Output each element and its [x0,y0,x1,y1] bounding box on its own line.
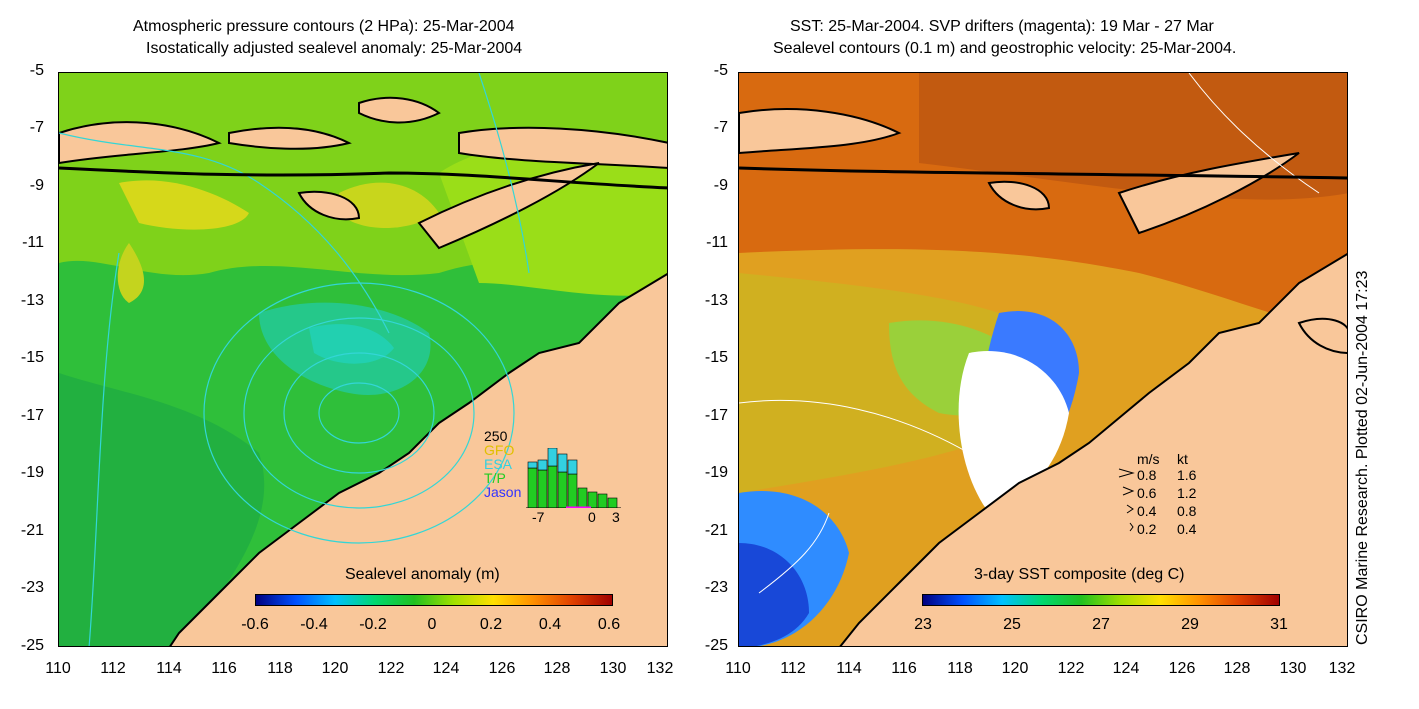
right-colorbar-label: 3-day SST composite (deg C) [974,566,1185,583]
histogram-legend-gfo: GFO [484,442,515,458]
right-y-tick: -9 [713,177,728,194]
right-cb-tick: 27 [1092,616,1110,633]
left-x-tick: 112 [100,660,126,677]
histogram-tick-max: 3 [612,509,620,525]
left-x-tick: 110 [45,660,71,677]
left-x-tick: 132 [646,660,674,677]
right-y-tick: -17 [704,407,728,424]
left-title-line1: Atmospheric pressure contours (2 HPa): 2… [133,18,515,35]
left-y-tick: -15 [20,349,44,366]
histogram-bars [527,448,618,508]
sealevel-anomaly-map: 250 GFO ESA T/P Jason [58,72,668,647]
left-y-tick: -7 [29,119,44,136]
left-x-tick: 122 [377,660,405,677]
right-x-tick: 116 [891,660,917,677]
right-colorbar [922,594,1280,606]
right-y-tick: -19 [704,464,728,481]
left-x-tick: 126 [488,660,516,677]
left-y-tick: -13 [20,292,44,309]
left-x-tick: 124 [432,660,460,677]
right-cb-tick: 29 [1181,616,1199,633]
left-x-tick: 130 [599,660,627,677]
right-x-tick: 130 [1279,660,1307,677]
velocity-legend-arrows [1118,468,1135,532]
right-x-tick: 126 [1168,660,1196,677]
left-y-tick: -19 [20,464,44,481]
left-y-tick: -9 [29,177,44,194]
right-y-tick: -21 [704,522,728,539]
right-title-line2: Sealevel contours (0.1 m) and geostrophi… [773,40,1237,57]
plot-credit: CSIRO Marine Research. Plotted 02-Jun-20… [1354,270,1371,645]
left-y-tick: -17 [20,407,44,424]
histogram-max-label: 250 [484,428,508,444]
right-x-tick: 132 [1328,660,1356,677]
right-x-tick: 120 [1001,660,1029,677]
histogram-legend-esa: ESA [484,456,513,472]
right-y-tick: -15 [704,349,728,366]
velocity-legend-row-kt: 0.4 [1177,521,1197,537]
left-x-tick: 128 [543,660,571,677]
left-x-tick: 114 [156,660,182,677]
histogram-legend-jason: Jason [484,484,522,500]
right-x-tick: 124 [1112,660,1140,677]
velocity-legend-row-ms: 0.4 [1137,503,1157,519]
left-colorbar [255,594,613,606]
velocity-legend-row-kt: 0.8 [1177,503,1197,519]
left-x-tick: 120 [321,660,349,677]
left-x-tick: 116 [211,660,237,677]
left-y-tick: -21 [20,522,44,539]
velocity-legend: m/s kt 0.8 1.6 0.6 1.2 0.4 0.8 0.2 0.4 [1117,451,1237,541]
right-cb-tick: 31 [1270,616,1288,633]
right-x-tick: 114 [836,660,862,677]
left-colorbar-label: Sealevel anomaly (m) [345,566,500,583]
right-y-tick: -25 [704,637,728,654]
left-y-tick: -23 [20,579,44,596]
left-cb-tick: 0.6 [597,616,621,633]
left-y-tick: -25 [20,637,44,654]
left-x-tick: 118 [267,660,293,677]
right-y-tick: -11 [706,234,728,251]
left-cb-tick: -0.2 [359,616,387,633]
right-x-tick: 128 [1223,660,1251,677]
velocity-legend-header-ms: m/s [1137,451,1160,467]
velocity-legend-row-kt: 1.2 [1177,485,1197,501]
velocity-legend-row-ms: 0.8 [1137,467,1157,483]
histogram-tick-zero: 0 [588,509,596,525]
left-cb-tick: -0.4 [300,616,328,633]
right-y-tick: -23 [704,579,728,596]
sst-map: m/s kt 0.8 1.6 0.6 1.2 0.4 0.8 0.2 0.4 [738,72,1348,647]
left-title-line2: Isostatically adjusted sealevel anomaly:… [146,40,523,57]
histogram-tick-min: -7 [532,509,545,525]
right-y-tick: -13 [704,292,728,309]
altimeter-histogram: 250 GFO ESA T/P Jason [484,428,649,525]
left-y-tick: -5 [29,62,44,79]
right-title-line1: SST: 25-Mar-2004. SVP drifters (magenta)… [790,18,1214,35]
left-cb-tick: 0 [427,616,437,633]
left-cb-tick: 0.4 [538,616,562,633]
right-x-tick: 112 [780,660,806,677]
right-cb-tick: 25 [1003,616,1021,633]
right-x-tick: 110 [725,660,751,677]
left-cb-tick: -0.6 [241,616,269,633]
velocity-legend-row-kt: 1.6 [1177,467,1197,483]
velocity-legend-row-ms: 0.2 [1137,521,1157,537]
right-x-tick: 118 [947,660,973,677]
right-cb-tick: 23 [914,616,932,633]
left-y-tick: -11 [22,234,44,251]
velocity-legend-row-ms: 0.6 [1137,485,1157,501]
left-cb-tick: 0.2 [479,616,503,633]
right-y-tick: -7 [713,119,728,136]
right-x-tick: 122 [1057,660,1085,677]
histogram-legend-tp: T/P [484,470,506,486]
right-y-tick: -5 [713,62,728,79]
velocity-legend-header-kt: kt [1177,451,1188,467]
